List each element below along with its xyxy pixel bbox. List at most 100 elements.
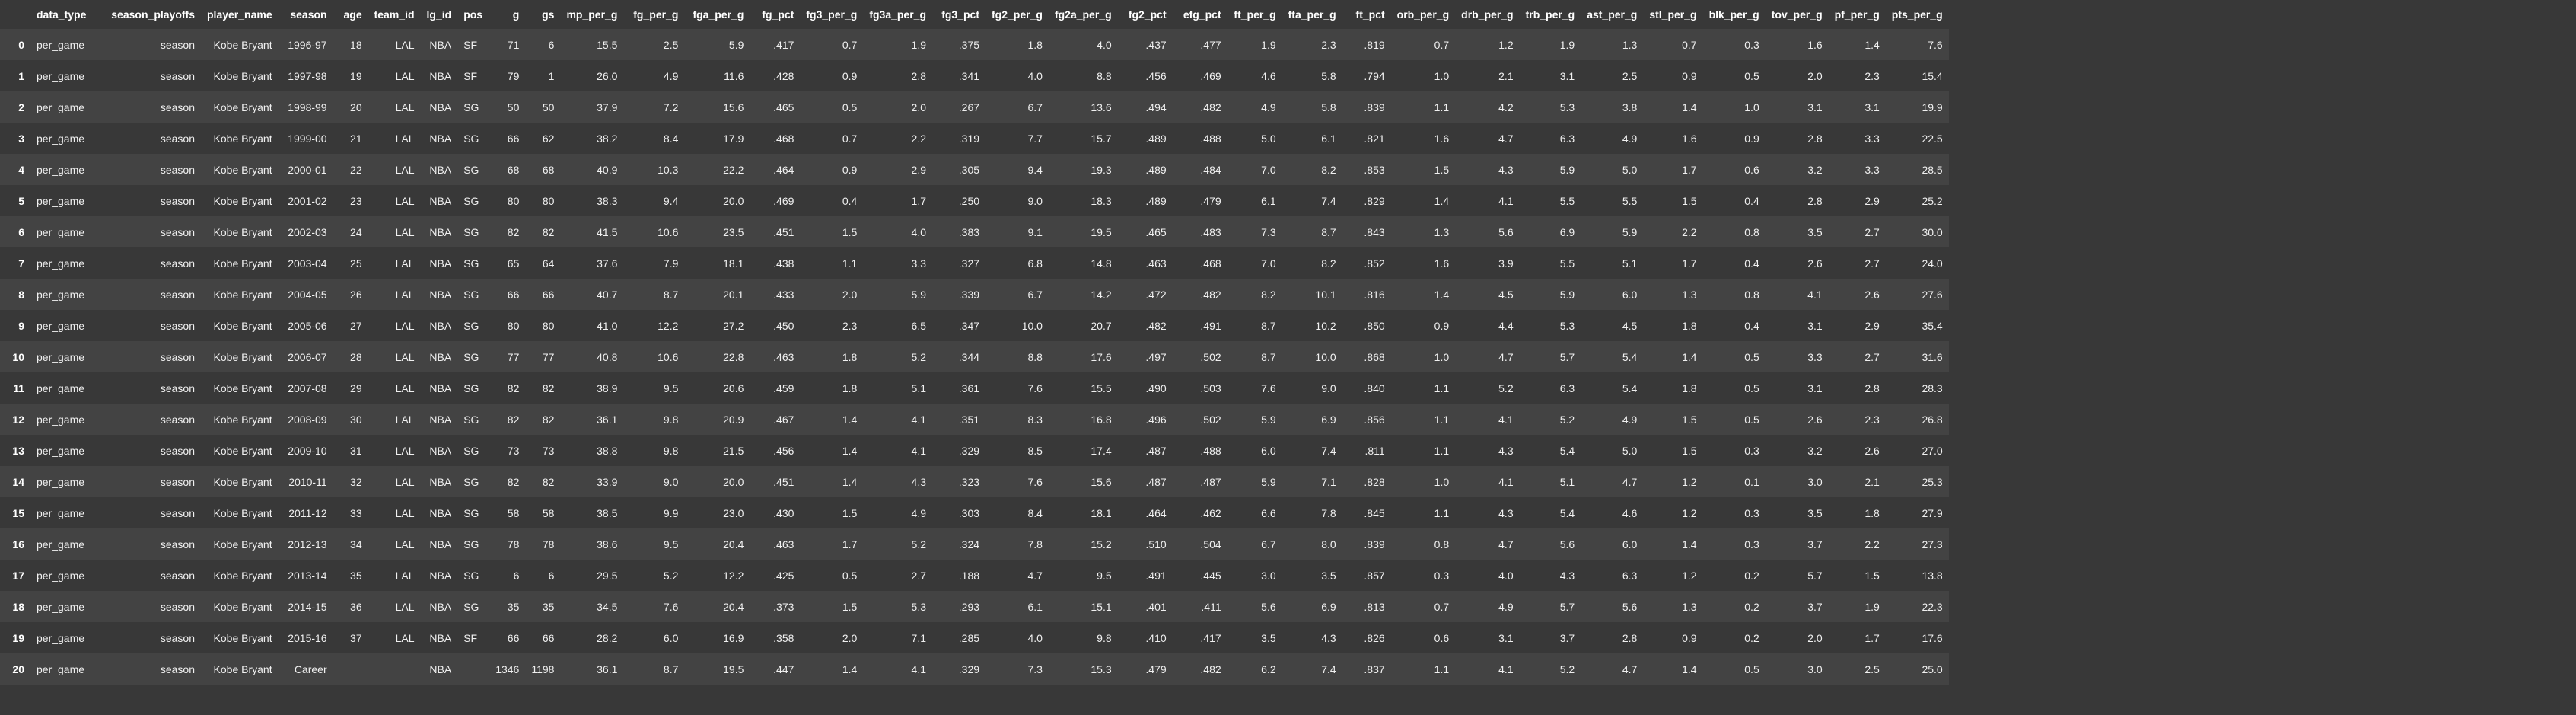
cell-season: 2007-08 bbox=[278, 372, 333, 404]
cell-stl-per-g: 1.3 bbox=[1643, 279, 1703, 310]
cell-fg3-pct: .319 bbox=[932, 123, 986, 154]
cell-trb-per-g: 5.3 bbox=[1519, 310, 1581, 341]
cell-player-name: Kobe Bryant bbox=[201, 310, 279, 341]
cell-fg-pct: .464 bbox=[750, 154, 801, 185]
cell-orb-per-g: 1.6 bbox=[1390, 247, 1456, 279]
cell-fg3-pct: .383 bbox=[932, 216, 986, 247]
cell-fga-per-g: 12.2 bbox=[684, 560, 750, 591]
cell-orb-per-g: 1.0 bbox=[1390, 466, 1456, 497]
cell-fg2a-per-g: 15.5 bbox=[1048, 372, 1118, 404]
cell-g: 66 bbox=[489, 622, 526, 653]
row-index: 2 bbox=[0, 91, 30, 123]
cell-age: 35 bbox=[333, 560, 368, 591]
cell-gs: 50 bbox=[525, 91, 561, 123]
cell-team-id: LAL bbox=[368, 560, 421, 591]
cell-ft-pct: .856 bbox=[1342, 404, 1391, 435]
cell-drb-per-g: 3.9 bbox=[1455, 247, 1520, 279]
row-index: 14 bbox=[0, 466, 30, 497]
table-row: 18 per_game season Kobe Bryant 2014-15 36 LAL N… bbox=[0, 591, 1949, 622]
cell-season-playoffs: season bbox=[93, 404, 201, 435]
cell-efg-pct: .482 bbox=[1172, 653, 1228, 685]
column-header-player-name: player_name bbox=[207, 8, 272, 21]
table-row: 12 per_game season Kobe Bryant 2008-09 30 LAL N… bbox=[0, 404, 1949, 435]
column-header-fg-pct: fg_pct bbox=[762, 8, 794, 21]
cell-data-type: per_game bbox=[30, 154, 93, 185]
cell-blk-per-g: 0.9 bbox=[1702, 123, 1766, 154]
cell-drb-per-g: 5.2 bbox=[1455, 372, 1520, 404]
cell-age: 36 bbox=[333, 591, 368, 622]
cell-g: 68 bbox=[489, 154, 526, 185]
cell-fg2-pct: .491 bbox=[1117, 560, 1173, 591]
cell-tov-per-g: 3.3 bbox=[1765, 341, 1829, 372]
cell-gs: 35 bbox=[525, 591, 561, 622]
cell-age: 26 bbox=[333, 279, 368, 310]
cell-lg-id: NBA bbox=[420, 154, 458, 185]
cell-player-name: Kobe Bryant bbox=[201, 591, 279, 622]
cell-tov-per-g: 3.2 bbox=[1765, 154, 1829, 185]
cell-tov-per-g: 2.8 bbox=[1765, 185, 1829, 216]
cell-drb-per-g: 3.1 bbox=[1455, 622, 1520, 653]
cell-season-playoffs: season bbox=[93, 591, 201, 622]
cell-efg-pct: .491 bbox=[1172, 310, 1228, 341]
cell-season: 1998-99 bbox=[278, 91, 333, 123]
cell-g: 6 bbox=[489, 560, 526, 591]
cell-fg2-per-g: 8.8 bbox=[986, 341, 1049, 372]
cell-orb-per-g: 0.9 bbox=[1390, 310, 1456, 341]
cell-trb-per-g: 5.6 bbox=[1519, 528, 1581, 560]
cell-fg2-pct: .456 bbox=[1117, 60, 1173, 91]
cell-ft-pct: .839 bbox=[1342, 91, 1391, 123]
cell-fga-per-g: 20.0 bbox=[684, 466, 750, 497]
cell-fg-per-g: 8.7 bbox=[623, 279, 685, 310]
cell-ft-per-g: 8.2 bbox=[1227, 279, 1282, 310]
cell-gs: 64 bbox=[525, 247, 561, 279]
cell-fg-pct: .451 bbox=[750, 216, 801, 247]
cell-age: 29 bbox=[333, 372, 368, 404]
cell-season-playoffs: season bbox=[93, 497, 201, 528]
cell-trb-per-g: 5.1 bbox=[1519, 466, 1581, 497]
cell-fg-pct: .450 bbox=[750, 310, 801, 341]
column-header-ft-per-g: ft_per_g bbox=[1234, 8, 1276, 21]
column-header-fga-per-g: fga_per_g bbox=[693, 8, 744, 21]
cell-ft-per-g: 6.0 bbox=[1227, 435, 1282, 466]
cell-lg-id: NBA bbox=[420, 60, 458, 91]
cell-fg3-pct: .341 bbox=[932, 60, 986, 91]
cell-age: 32 bbox=[333, 466, 368, 497]
cell-fg2-per-g: 10.0 bbox=[986, 310, 1049, 341]
cell-blk-per-g: 0.3 bbox=[1702, 29, 1766, 60]
cell-season: 2006-07 bbox=[278, 341, 333, 372]
row-index: 12 bbox=[0, 404, 30, 435]
cell-fg-pct: .456 bbox=[750, 435, 801, 466]
cell-drb-per-g: 4.1 bbox=[1455, 185, 1520, 216]
row-index: 6 bbox=[0, 216, 30, 247]
cell-player-name: Kobe Bryant bbox=[201, 466, 279, 497]
cell-pos: SF bbox=[457, 622, 490, 653]
cell-ft-pct: .852 bbox=[1342, 247, 1391, 279]
cell-team-id: LAL bbox=[368, 497, 421, 528]
cell-efg-pct: .484 bbox=[1172, 154, 1228, 185]
cell-fg2-pct: .490 bbox=[1117, 372, 1173, 404]
column-header-pos: pos bbox=[463, 8, 483, 21]
cell-fg-per-g: 9.9 bbox=[623, 497, 685, 528]
cell-fga-per-g: 18.1 bbox=[684, 247, 750, 279]
cell-efg-pct: .488 bbox=[1172, 123, 1228, 154]
column-header-orb-per-g: orb_per_g bbox=[1396, 8, 1450, 21]
cell-efg-pct: .417 bbox=[1172, 622, 1228, 653]
cell-player-name: Kobe Bryant bbox=[201, 435, 279, 466]
cell-pos: SG bbox=[457, 404, 490, 435]
cell-fga-per-g: 5.9 bbox=[684, 29, 750, 60]
cell-fg2a-per-g: 18.1 bbox=[1048, 497, 1118, 528]
cell-drb-per-g: 4.1 bbox=[1455, 404, 1520, 435]
cell-lg-id: NBA bbox=[420, 247, 458, 279]
cell-fg3a-per-g: 4.3 bbox=[863, 466, 933, 497]
cell-tov-per-g: 2.0 bbox=[1765, 60, 1829, 91]
cell-stl-per-g: 1.2 bbox=[1643, 560, 1703, 591]
cell-season-playoffs: season bbox=[93, 60, 201, 91]
cell-pts-per-g: 15.4 bbox=[1885, 60, 1949, 91]
cell-player-name: Kobe Bryant bbox=[201, 185, 279, 216]
cell-g: 58 bbox=[489, 497, 526, 528]
cell-season: 2005-06 bbox=[278, 310, 333, 341]
cell-blk-per-g: 0.5 bbox=[1702, 653, 1766, 685]
cell-drb-per-g: 5.6 bbox=[1455, 216, 1520, 247]
cell-fg3-pct: .347 bbox=[932, 310, 986, 341]
cell-tov-per-g: 2.0 bbox=[1765, 622, 1829, 653]
